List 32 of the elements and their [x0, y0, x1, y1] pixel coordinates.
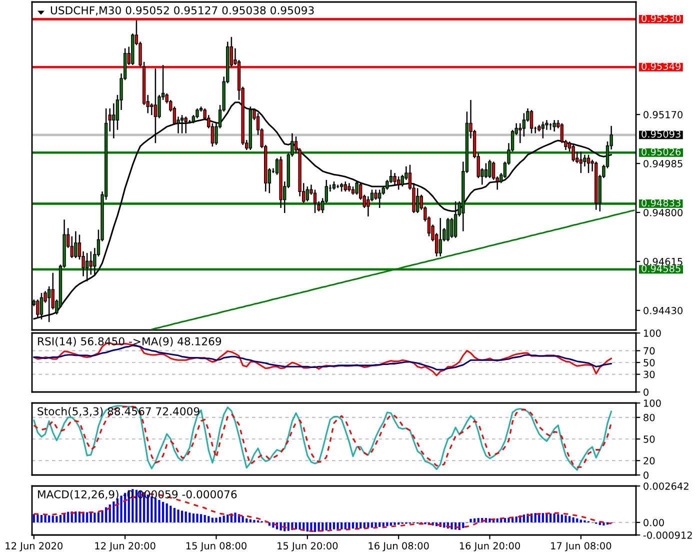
y-tick-label: 0.94615: [644, 258, 682, 266]
x-tick-label: 15 Jun 20:00: [278, 542, 338, 552]
y-tick-label: 80: [644, 414, 655, 422]
chart-title: USDCHF,M30 0.95052 0.95127 0.95038 0.95093: [50, 6, 314, 16]
y-tick-label: 0.002642: [644, 482, 688, 490]
ref-line-label: 0.95026: [642, 148, 681, 156]
x-tick-label: 15 Jun 08:00: [186, 542, 246, 552]
y-tick-label: 0: [644, 471, 648, 479]
y-tick-label: 30: [644, 370, 655, 378]
x-tick-label: 16 Jun 08:00: [368, 542, 429, 552]
y-tick-label: 0.94985: [644, 160, 682, 168]
x-tick-label: 12 Jun 2020: [6, 542, 62, 552]
x-tick-label: 16 Jun 20:00: [460, 542, 520, 552]
y-tick-label: 100: [644, 329, 661, 337]
y-tick-label: 0.94800: [644, 208, 683, 216]
x-tick-label: 17 Jun 08:00: [551, 542, 612, 552]
y-tick-label: 70: [644, 347, 655, 355]
ref-line-label: 0.94833: [642, 199, 680, 207]
ref-line-label: 0.94585: [642, 264, 680, 272]
y-tick-label: 0: [644, 388, 648, 396]
y-tick-label: 0.94430: [644, 306, 683, 314]
y-tick-label: 100: [644, 399, 661, 407]
chart-title: RSI(14) 56.8450 ->MA(9) 48.1269: [38, 337, 222, 347]
ref-line-label: 0.95349: [642, 62, 681, 70]
y-tick-label: 50: [644, 435, 655, 443]
y-tick-label: 20: [644, 457, 655, 464]
ref-line-label: 0.95093: [642, 130, 680, 138]
x-tick-label: 12 Jun 20:00: [95, 542, 156, 552]
y-tick-label: 50: [644, 358, 655, 366]
y-tick-label: -0.000912: [643, 531, 692, 539]
y-tick-label: 0.00: [644, 518, 664, 526]
y-tick-label: 0.95170: [644, 110, 683, 118]
